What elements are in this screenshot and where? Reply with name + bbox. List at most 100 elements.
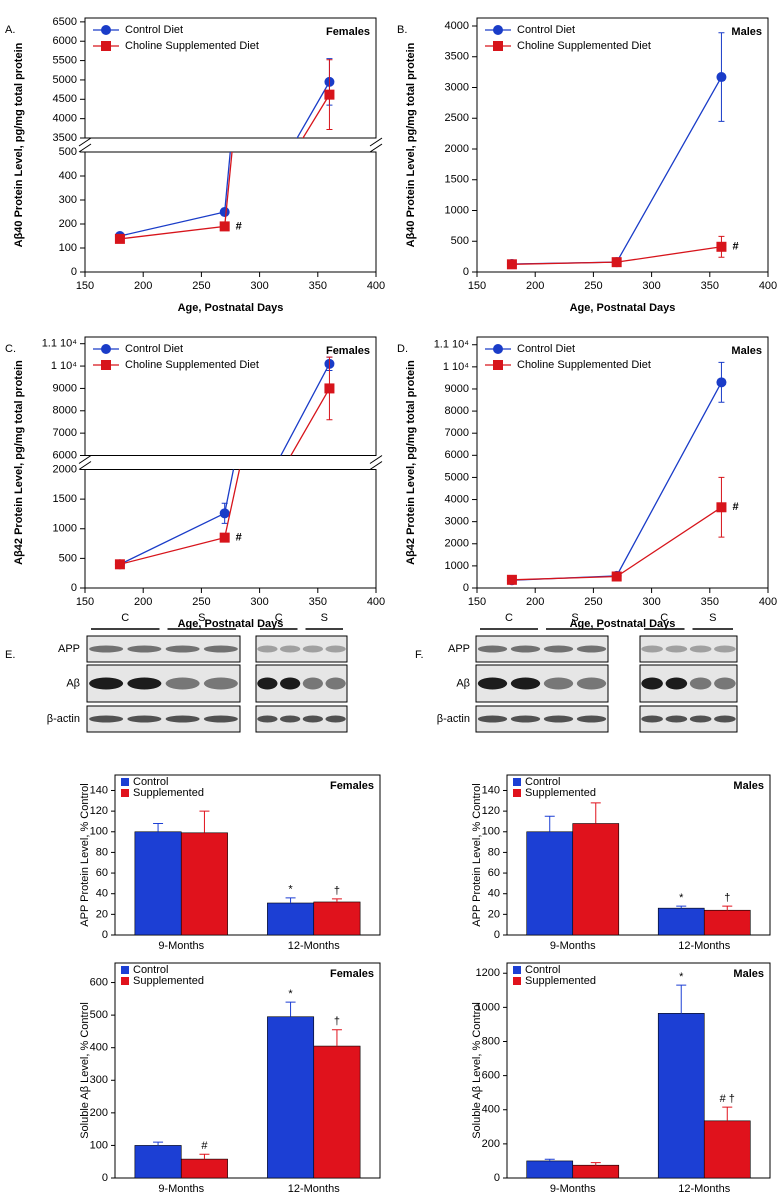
legend-label: Control: [133, 776, 168, 788]
blot-band: [689, 645, 712, 653]
x-tick-label: 200: [526, 280, 544, 292]
plot-frame: [506, 774, 771, 936]
chart-title: Females: [326, 26, 370, 38]
blot-band: [203, 677, 238, 690]
blot-band: [257, 645, 278, 653]
blot-band: [543, 645, 574, 653]
chart-title: Males: [733, 780, 764, 792]
chart-title: Females: [330, 968, 374, 980]
blot-band: [477, 645, 508, 653]
bar: [134, 831, 182, 936]
legend-label: Control: [525, 776, 560, 788]
legend-marker: [493, 25, 503, 35]
error-bar: [676, 984, 687, 1014]
blot-band: [325, 677, 346, 690]
y-tick-label: 200: [59, 218, 77, 230]
annotation: †: [334, 885, 340, 897]
marker: [114, 559, 125, 570]
group-label: S: [571, 612, 578, 624]
y-tick-label: 6000: [445, 449, 469, 461]
y-tick-label: 2500: [445, 112, 469, 124]
x-tick-label: 150: [76, 280, 94, 292]
blot-band: [576, 677, 607, 690]
y-tick-label: 600: [482, 1070, 500, 1082]
group-label: S: [198, 612, 205, 624]
break-mark: [369, 455, 383, 464]
legend-label: Control Diet: [517, 24, 575, 36]
annotation: # †: [720, 1093, 735, 1105]
legend-marker: [101, 41, 111, 51]
y-tick-label: 3000: [445, 81, 469, 93]
legend-marker: [101, 25, 111, 35]
y-tick-label: 60: [488, 867, 500, 879]
annotation: †: [334, 1016, 340, 1028]
y-tick-label: 0: [71, 266, 77, 278]
blot-band: [543, 715, 574, 723]
legend-swatch: [513, 977, 521, 985]
y-tick-label: 120: [482, 805, 500, 817]
y-tick-label: 400: [90, 1042, 108, 1054]
blot-band: [510, 677, 541, 690]
blot-band: [280, 645, 301, 653]
blot-band: [665, 645, 688, 653]
y-tick-label: 0: [463, 266, 469, 278]
panel-label: A.: [5, 24, 15, 36]
y-tick-label: 1 10⁴: [443, 361, 469, 373]
x-tick-label: 150: [76, 596, 94, 608]
y-tick-label: 1500: [445, 174, 469, 186]
chart-title: Females: [326, 345, 370, 357]
y-axis-label: Aβ42 Protein Level, pg/mg total protein: [13, 360, 25, 565]
panel-label: F.: [415, 649, 424, 661]
break-mark: [78, 455, 92, 464]
legend-marker: [493, 41, 503, 51]
y-tick-label: 8000: [53, 405, 77, 417]
legend-label: Control: [133, 964, 168, 976]
plot-frame: [476, 17, 769, 273]
blot-row-label: β-actin: [47, 713, 80, 725]
marker: [506, 574, 517, 585]
x-tick-label: 300: [250, 596, 268, 608]
legend-marker: [493, 360, 503, 370]
panel-label: B.: [397, 24, 407, 36]
bar: [526, 831, 574, 936]
blot-band: [714, 715, 736, 723]
blot-band: [165, 677, 200, 690]
blot-band: [477, 677, 508, 690]
y-tick-label: 0: [463, 582, 469, 594]
blot-band: [302, 645, 323, 653]
plot-frame: [84, 336, 377, 456]
error-bar: [199, 1153, 210, 1160]
x-tick-label: 300: [642, 280, 660, 292]
blot-band: [714, 645, 736, 653]
x-tick-label: 12-Months: [678, 940, 730, 952]
bar: [657, 1013, 705, 1179]
x-tick-label: 200: [526, 596, 544, 608]
annotation: #: [732, 501, 738, 513]
y-tick-label: 400: [59, 170, 77, 182]
series-line: [296, 81, 331, 138]
x-tick-label: 12-Months: [288, 940, 340, 952]
blot-band: [257, 715, 278, 723]
x-axis-label: Age, Postnatal Days: [178, 618, 284, 630]
y-tick-label: 0: [71, 582, 77, 594]
blot-band: [576, 645, 607, 653]
legend-swatch: [121, 966, 129, 974]
y-tick-label: 1500: [53, 493, 77, 505]
series-line: [290, 388, 331, 456]
panel-label: E.: [5, 649, 15, 661]
bar: [657, 907, 705, 936]
y-axis-label: APP Protein Level, % Control: [79, 783, 91, 926]
y-tick-label: 6000: [53, 35, 77, 47]
y-tick-label: 1 10⁴: [51, 360, 77, 372]
bar: [703, 909, 751, 936]
legend-swatch: [121, 789, 129, 797]
legend-label: Control: [525, 964, 560, 976]
blot-band: [165, 715, 200, 723]
blot-band: [89, 677, 124, 690]
y-axis-label: Aβ40 Protein Level, pg/mg total protein: [13, 42, 25, 247]
plot-frame: [114, 962, 381, 1179]
blot-band: [510, 715, 541, 723]
y-tick-label: 9000: [445, 383, 469, 395]
blot-band: [302, 677, 323, 690]
group-label: C: [275, 612, 283, 624]
